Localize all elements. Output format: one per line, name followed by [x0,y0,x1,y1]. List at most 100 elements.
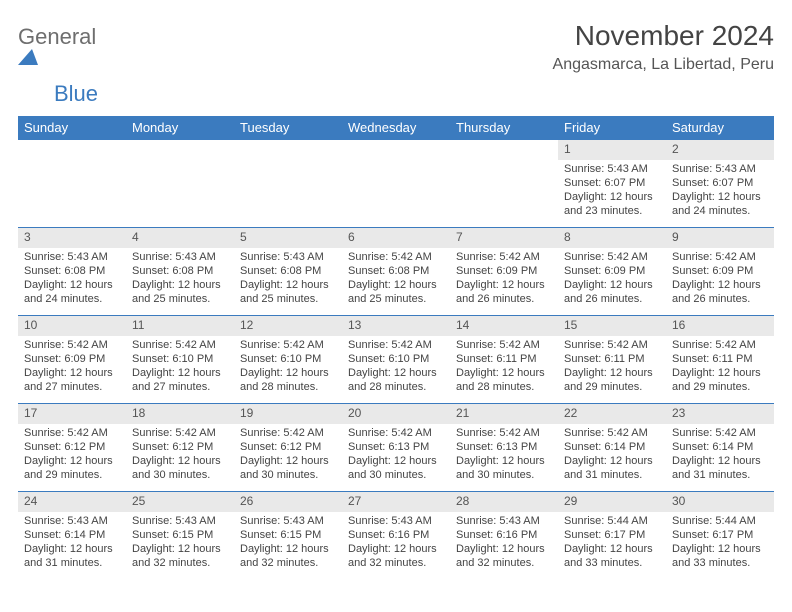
day-details: Sunrise: 5:43 AMSunset: 6:08 PMDaylight:… [18,248,126,311]
day-number: 18 [126,404,234,424]
calendar-cell: 12Sunrise: 5:42 AMSunset: 6:10 PMDayligh… [234,315,342,403]
logo: General Blue [18,20,98,106]
calendar-page: General Blue November 2024 Angasmarca, L… [0,0,792,589]
calendar-cell: 17Sunrise: 5:42 AMSunset: 6:12 PMDayligh… [18,403,126,491]
day-number: 17 [18,404,126,424]
day-number: 7 [450,228,558,248]
weekday-header: Tuesday [234,116,342,139]
day-number: 12 [234,316,342,336]
calendar: SundayMondayTuesdayWednesdayThursdayFrid… [18,116,774,579]
day-number: 8 [558,228,666,248]
day-details: Sunrise: 5:43 AMSunset: 6:16 PMDaylight:… [342,512,450,575]
day-number: 16 [666,316,774,336]
day-number: 25 [126,492,234,512]
calendar-cell: 9Sunrise: 5:42 AMSunset: 6:09 PMDaylight… [666,227,774,315]
day-number: 20 [342,404,450,424]
day-details: Sunrise: 5:44 AMSunset: 6:17 PMDaylight:… [666,512,774,575]
day-details: Sunrise: 5:42 AMSunset: 6:12 PMDaylight:… [126,424,234,487]
calendar-cell: 30Sunrise: 5:44 AMSunset: 6:17 PMDayligh… [666,491,774,579]
calendar-cell: 15Sunrise: 5:42 AMSunset: 6:11 PMDayligh… [558,315,666,403]
day-details: Sunrise: 5:43 AMSunset: 6:07 PMDaylight:… [666,160,774,223]
calendar-cell: 8Sunrise: 5:42 AMSunset: 6:09 PMDaylight… [558,227,666,315]
calendar-cell: 26Sunrise: 5:43 AMSunset: 6:15 PMDayligh… [234,491,342,579]
calendar-cell: 22Sunrise: 5:42 AMSunset: 6:14 PMDayligh… [558,403,666,491]
day-number: 29 [558,492,666,512]
calendar-cell [234,139,342,227]
location: Angasmarca, La Libertad, Peru [553,56,774,74]
day-number: 6 [342,228,450,248]
calendar-cell: 21Sunrise: 5:42 AMSunset: 6:13 PMDayligh… [450,403,558,491]
day-number: 21 [450,404,558,424]
calendar-cell: 6Sunrise: 5:42 AMSunset: 6:08 PMDaylight… [342,227,450,315]
calendar-cell: 1Sunrise: 5:43 AMSunset: 6:07 PMDaylight… [558,139,666,227]
day-details: Sunrise: 5:42 AMSunset: 6:11 PMDaylight:… [558,336,666,399]
day-number: 9 [666,228,774,248]
day-number: 3 [18,228,126,248]
calendar-cell: 16Sunrise: 5:42 AMSunset: 6:11 PMDayligh… [666,315,774,403]
day-details: Sunrise: 5:42 AMSunset: 6:09 PMDaylight:… [450,248,558,311]
calendar-cell: 25Sunrise: 5:43 AMSunset: 6:15 PMDayligh… [126,491,234,579]
calendar-cell: 20Sunrise: 5:42 AMSunset: 6:13 PMDayligh… [342,403,450,491]
day-number: 24 [18,492,126,512]
day-details: Sunrise: 5:42 AMSunset: 6:09 PMDaylight:… [18,336,126,399]
day-details: Sunrise: 5:42 AMSunset: 6:14 PMDaylight:… [558,424,666,487]
calendar-cell: 24Sunrise: 5:43 AMSunset: 6:14 PMDayligh… [18,491,126,579]
day-number: 14 [450,316,558,336]
calendar-cell [126,139,234,227]
calendar-cell [450,139,558,227]
calendar-cell [342,139,450,227]
day-details: Sunrise: 5:42 AMSunset: 6:12 PMDaylight:… [234,424,342,487]
weekday-header: Thursday [450,116,558,139]
day-number: 4 [126,228,234,248]
day-details: Sunrise: 5:43 AMSunset: 6:07 PMDaylight:… [558,160,666,223]
sail-icon [18,49,98,65]
calendar-cell: 5Sunrise: 5:43 AMSunset: 6:08 PMDaylight… [234,227,342,315]
day-number: 30 [666,492,774,512]
calendar-cell: 14Sunrise: 5:42 AMSunset: 6:11 PMDayligh… [450,315,558,403]
calendar-cell: 19Sunrise: 5:42 AMSunset: 6:12 PMDayligh… [234,403,342,491]
day-details: Sunrise: 5:43 AMSunset: 6:15 PMDaylight:… [234,512,342,575]
day-details: Sunrise: 5:42 AMSunset: 6:11 PMDaylight:… [450,336,558,399]
day-number: 23 [666,404,774,424]
day-number: 5 [234,228,342,248]
day-details: Sunrise: 5:42 AMSunset: 6:10 PMDaylight:… [342,336,450,399]
day-number: 13 [342,316,450,336]
calendar-body: 1Sunrise: 5:43 AMSunset: 6:07 PMDaylight… [18,139,774,579]
day-number: 26 [234,492,342,512]
weekday-header: Sunday [18,116,126,139]
calendar-cell: 7Sunrise: 5:42 AMSunset: 6:09 PMDaylight… [450,227,558,315]
title-block: November 2024 Angasmarca, La Libertad, P… [553,20,774,74]
weekday-header: Wednesday [342,116,450,139]
calendar-cell [18,139,126,227]
day-details: Sunrise: 5:43 AMSunset: 6:14 PMDaylight:… [18,512,126,575]
calendar-cell: 18Sunrise: 5:42 AMSunset: 6:12 PMDayligh… [126,403,234,491]
calendar-cell: 23Sunrise: 5:42 AMSunset: 6:14 PMDayligh… [666,403,774,491]
calendar-cell: 29Sunrise: 5:44 AMSunset: 6:17 PMDayligh… [558,491,666,579]
header: General Blue November 2024 Angasmarca, L… [18,20,774,106]
day-number: 2 [666,140,774,160]
day-details: Sunrise: 5:44 AMSunset: 6:17 PMDaylight:… [558,512,666,575]
day-details: Sunrise: 5:43 AMSunset: 6:15 PMDaylight:… [126,512,234,575]
month-title: November 2024 [553,20,774,52]
calendar-cell: 11Sunrise: 5:42 AMSunset: 6:10 PMDayligh… [126,315,234,403]
logo-text-general: General [18,24,96,49]
day-number: 27 [342,492,450,512]
weekday-header: Saturday [666,116,774,139]
day-number: 19 [234,404,342,424]
day-number: 10 [18,316,126,336]
day-details: Sunrise: 5:43 AMSunset: 6:16 PMDaylight:… [450,512,558,575]
day-details: Sunrise: 5:42 AMSunset: 6:09 PMDaylight:… [666,248,774,311]
day-number: 1 [558,140,666,160]
day-number: 15 [558,316,666,336]
day-details: Sunrise: 5:42 AMSunset: 6:12 PMDaylight:… [18,424,126,487]
day-details: Sunrise: 5:42 AMSunset: 6:10 PMDaylight:… [234,336,342,399]
calendar-cell: 28Sunrise: 5:43 AMSunset: 6:16 PMDayligh… [450,491,558,579]
weekday-header: Monday [126,116,234,139]
day-number: 22 [558,404,666,424]
calendar-cell: 2Sunrise: 5:43 AMSunset: 6:07 PMDaylight… [666,139,774,227]
day-details: Sunrise: 5:42 AMSunset: 6:11 PMDaylight:… [666,336,774,399]
day-details: Sunrise: 5:42 AMSunset: 6:13 PMDaylight:… [342,424,450,487]
calendar-head-row: SundayMondayTuesdayWednesdayThursdayFrid… [18,116,774,139]
calendar-cell: 27Sunrise: 5:43 AMSunset: 6:16 PMDayligh… [342,491,450,579]
day-details: Sunrise: 5:43 AMSunset: 6:08 PMDaylight:… [126,248,234,311]
